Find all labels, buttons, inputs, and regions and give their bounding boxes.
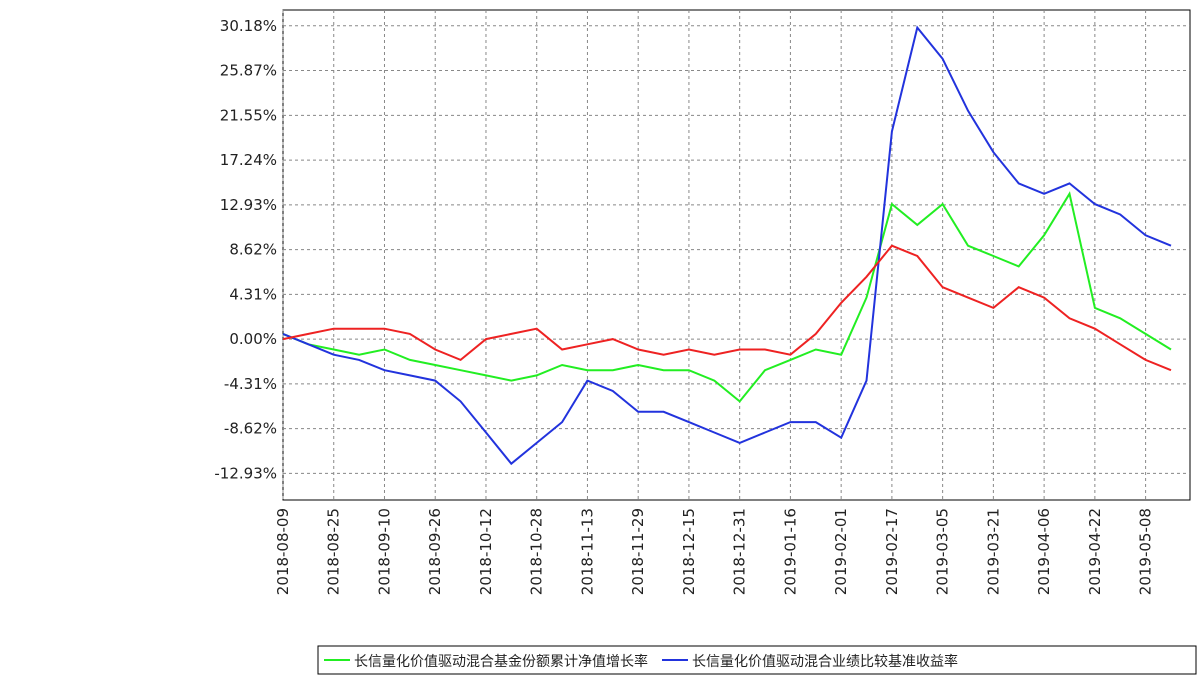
x-tick-label: 2018-11-29	[629, 508, 647, 595]
plot-area	[283, 10, 1190, 500]
y-tick-label: 25.87%	[220, 62, 277, 80]
y-tick-label: 12.93%	[220, 196, 277, 214]
x-tick-label: 2018-08-25	[325, 508, 343, 595]
x-tick-label: 2018-12-15	[680, 508, 698, 595]
legend-label: 长信量化价值驱动混合业绩比较基准收益率	[692, 653, 958, 670]
y-tick-label: 17.24%	[220, 151, 277, 169]
x-tick-label: 2018-08-09	[274, 508, 292, 595]
y-tick-label: 4.31%	[229, 285, 277, 303]
x-tick-label: 2019-01-16	[781, 508, 799, 595]
series-line	[283, 194, 1171, 402]
y-tick-label: -12.93%	[214, 464, 277, 482]
x-tick-label: 2019-03-21	[984, 508, 1002, 595]
legend-label: 长信量化价值驱动混合基金份额累计净值增长率	[354, 653, 648, 670]
chart: 30.18% 25.87% 21.55% 17.24% 12.93% 8.62% 4.31%…	[0, 0, 1198, 679]
x-tick-label: 2018-10-12	[477, 508, 495, 595]
x-tick-label: 2019-04-06	[1035, 508, 1053, 595]
y-tick-label: -4.31%	[224, 375, 277, 393]
x-tick-label: 2019-04-22	[1086, 508, 1104, 595]
x-tick-label: 2019-02-01	[832, 508, 850, 595]
y-tick-label: 30.18%	[220, 17, 277, 35]
series-line	[283, 28, 1171, 464]
y-tick-label: 8.62%	[229, 241, 277, 259]
x-tick-label: 2019-02-17	[883, 508, 901, 595]
x-tick-label: 2019-05-08	[1137, 508, 1155, 595]
x-tick-label: 2018-09-10	[375, 508, 393, 595]
y-tick-label: -8.62%	[224, 420, 277, 438]
x-tick-label: 2019-03-05	[934, 508, 952, 595]
series-line	[283, 246, 1171, 371]
x-tick-label: 2018-10-28	[528, 508, 546, 595]
x-tick-label: 2018-11-13	[578, 508, 596, 595]
y-tick-label: 21.55%	[220, 106, 277, 124]
x-tick-label: 2018-09-26	[426, 508, 444, 595]
x-tick-label: 2018-12-31	[731, 508, 749, 595]
y-tick-label: 0.00%	[229, 330, 277, 348]
